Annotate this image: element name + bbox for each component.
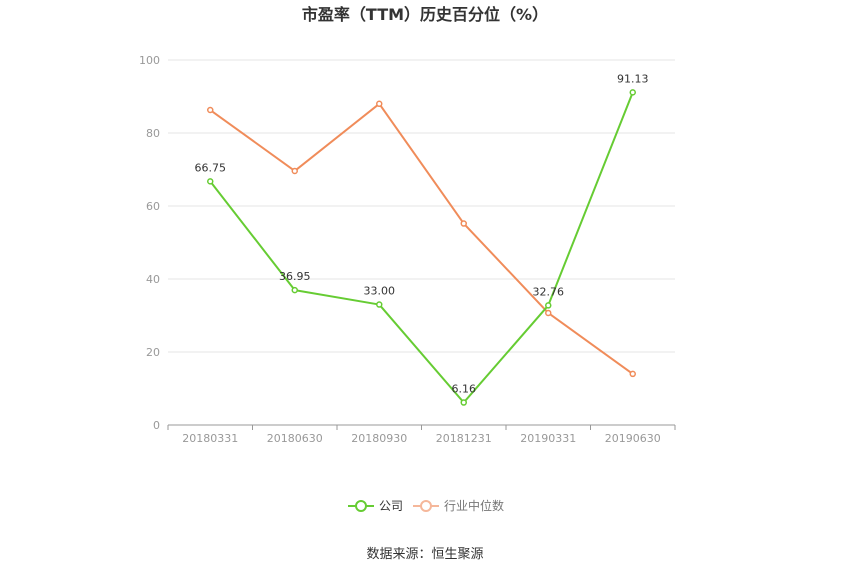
y-tick-label: 0 [153,419,160,432]
legend-company-marker [355,500,367,512]
y-tick-label: 80 [146,127,160,140]
data-point-company [545,302,552,309]
source-note: 数据来源：恒生聚源 [366,547,483,562]
chart-title: 市盈率（TTM）历史百分位（%） [302,5,548,24]
data-point-company [629,89,636,96]
y-tick-label: 100 [139,54,160,67]
series-line-company [209,92,634,404]
y-tick-label: 40 [146,273,160,286]
grid [168,59,675,353]
data-label-company: 6.16 [452,383,477,396]
legend-item-industry[interactable]: 行业中位数 [413,498,504,513]
legend-industry-label: 行业中位数 [444,498,504,513]
data-point-industry [291,167,298,175]
data-point-industry [376,100,383,108]
x-tick-label: 20181231 [436,432,492,445]
data-point-company [291,286,298,294]
legend-item-company[interactable]: 公司 [348,499,403,513]
legend-industry-marker [420,500,432,512]
y-tick-label: 60 [146,200,160,213]
x-tick-label: 20180930 [351,432,407,445]
data-point-company [460,399,467,406]
series-line-industry [209,102,634,375]
x-tick-label: 20190331 [520,432,576,445]
data-point-industry [545,309,552,317]
data-point-company [207,178,214,185]
legend-company-label: 公司 [379,499,403,513]
x-tick-label: 20180331 [182,432,238,445]
data-label-company: 36.95 [279,270,311,283]
data-label-company: 91.13 [617,72,649,85]
data-label-company: 33.00 [364,285,396,298]
data-label-company: 32.76 [533,285,565,298]
series-layer [207,89,636,406]
data-point-industry [460,220,467,227]
y-axis: 0 20 40 60 80 100 [139,54,160,432]
data-point-industry [629,370,636,378]
data-point-industry [207,106,214,114]
data-point-company [376,301,383,308]
x-axis: 20180331 20180630 20180930 20181231 20190331… [167,424,676,445]
x-tick-label: 20190630 [605,432,661,445]
data-label-company: 66.75 [195,161,227,174]
legend[interactable]: 公司 行业中位数 [348,498,504,513]
data-labels: 66.75 36.95 33.00 6.16 32.76 91.13 [195,72,649,395]
x-tick-label: 20180630 [267,432,323,445]
y-tick-label: 20 [146,346,160,359]
